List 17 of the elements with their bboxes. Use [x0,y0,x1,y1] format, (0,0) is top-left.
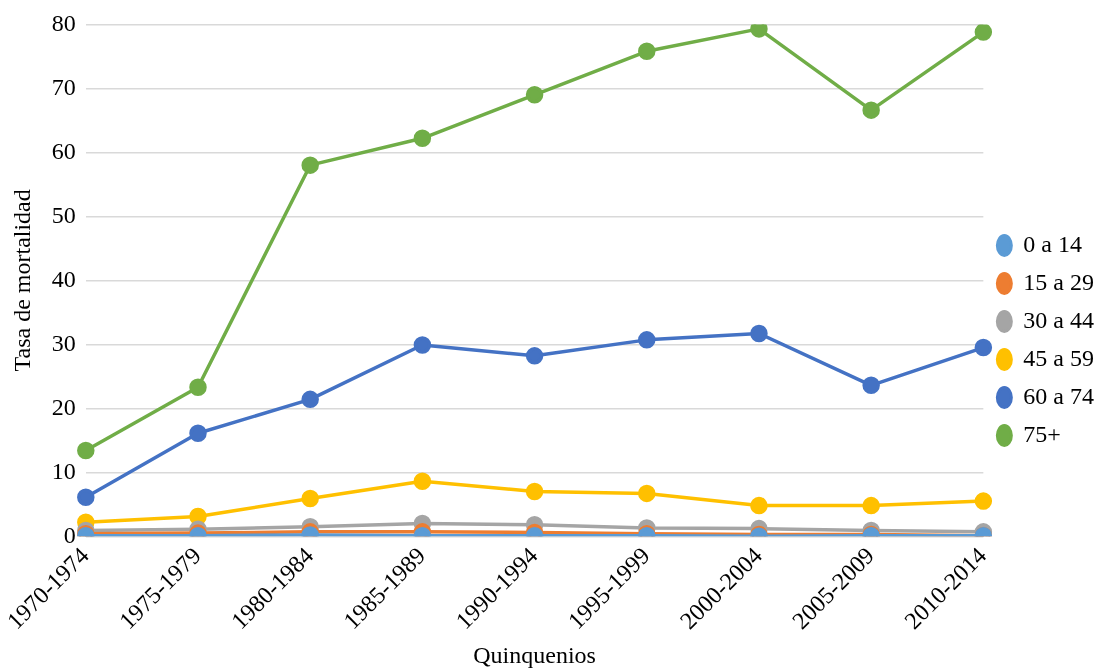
y-tick-label: 70 [51,73,76,100]
y-tick-label: 20 [51,393,76,420]
legend-label: 45 a 59 [1023,344,1094,371]
y-tick-label: 50 [51,201,76,228]
y-axis-title: Tasa de mortalidad [8,189,35,372]
y-tick-label: 30 [51,329,76,356]
x-axis-title: Quinquenios [473,641,596,668]
y-tick-label: 80 [51,9,76,36]
legend-label: 0 a 14 [1023,230,1082,257]
y-tick-label: 60 [51,137,76,164]
legend-label: 30 a 44 [1023,306,1094,333]
legend-label: 60 a 74 [1023,382,1094,409]
legend-label: 15 a 29 [1023,268,1094,295]
legend-label: 75+ [1023,420,1061,447]
y-tick-label: 0 [63,521,76,548]
y-tick-label: 10 [51,457,76,484]
y-tick-label: 40 [51,265,76,292]
